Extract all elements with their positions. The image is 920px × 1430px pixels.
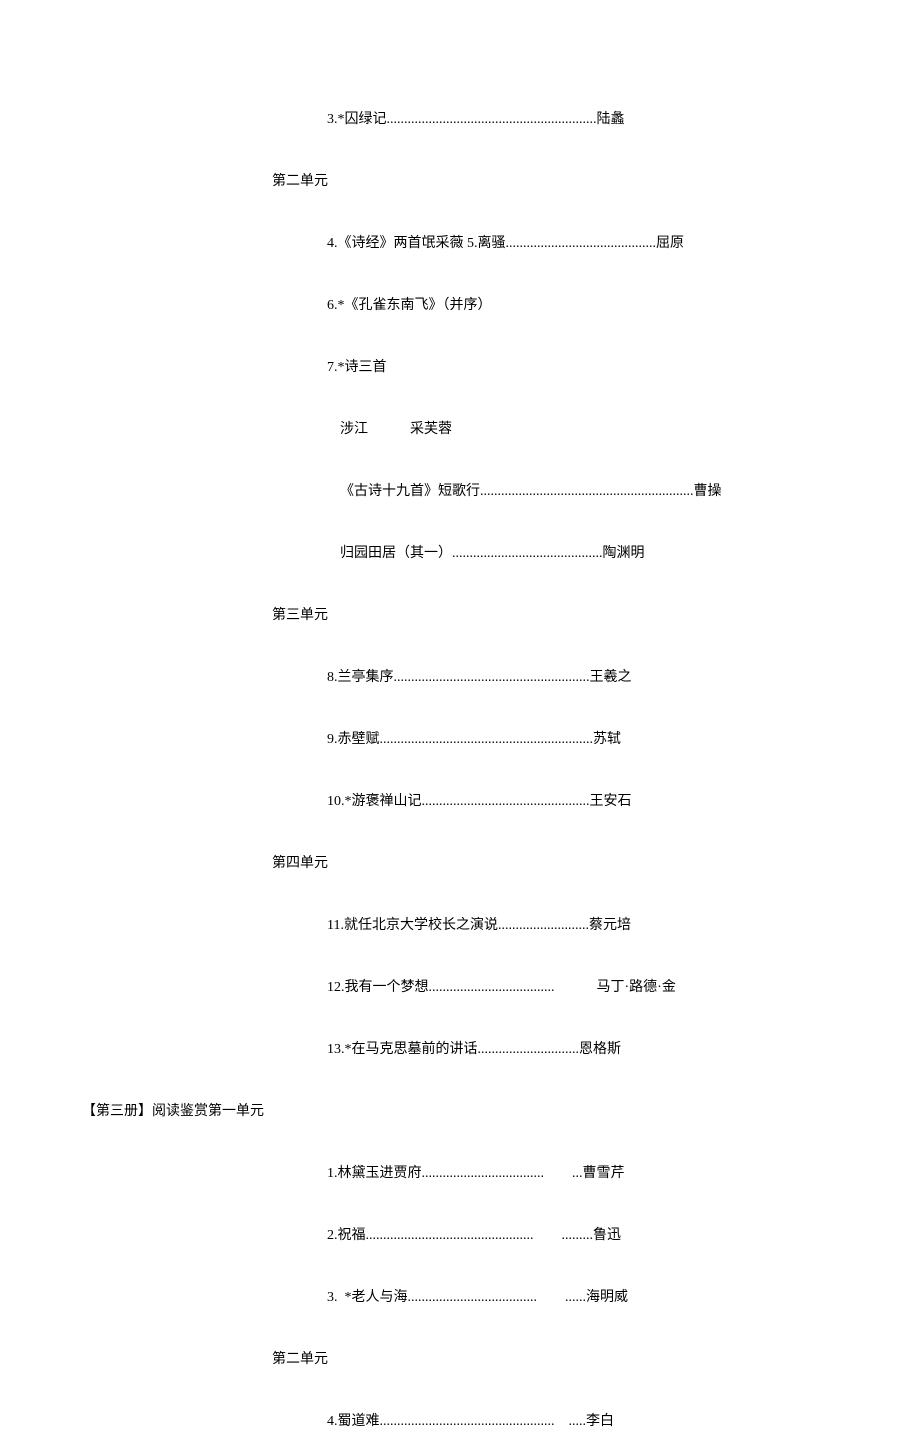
- toc-line: 《古诗十九首》短歌行..............................…: [82, 480, 838, 500]
- toc-line: 13.*在马克思墓前的讲话...........................…: [82, 1038, 838, 1058]
- toc-line: 10.*游褒禅山记...............................…: [82, 790, 838, 810]
- toc-line: 第三单元: [82, 604, 838, 624]
- toc-line: 1.林黛玉进贾府................................…: [82, 1162, 838, 1182]
- toc-line: 第二单元: [82, 1348, 838, 1368]
- toc-line: 3.*囚绿记..................................…: [82, 108, 838, 128]
- toc-line: 9.赤壁赋...................................…: [82, 728, 838, 748]
- toc-line: 12.我有一个梦想...............................…: [82, 976, 838, 996]
- toc-line: 11.就任北京大学校长之演说..........................…: [82, 914, 838, 934]
- toc-line: 第二单元: [82, 170, 838, 190]
- toc-line: 2.祝福....................................…: [82, 1224, 838, 1244]
- toc-line: 7.*诗三首: [82, 356, 838, 376]
- toc-line: 第四单元: [82, 852, 838, 872]
- toc-line: 6.*《孔雀东南飞》（并序）: [82, 294, 838, 314]
- toc-line: 【第三册】阅读鉴赏第一单元: [82, 1100, 838, 1120]
- toc-line: 归园田居（其一）................................…: [82, 542, 838, 562]
- toc-line: 4.蜀道难...................................…: [82, 1410, 838, 1430]
- toc-line: 4.《诗经》两首氓采薇 5.离骚........................…: [82, 232, 838, 252]
- toc-line: 涉江 采芙蓉: [82, 418, 838, 438]
- toc-line: 8.兰亭集序..................................…: [82, 666, 838, 686]
- toc-line: 3. *老人与海................................…: [82, 1286, 838, 1306]
- document-content: 3.*囚绿记..................................…: [82, 108, 838, 1430]
